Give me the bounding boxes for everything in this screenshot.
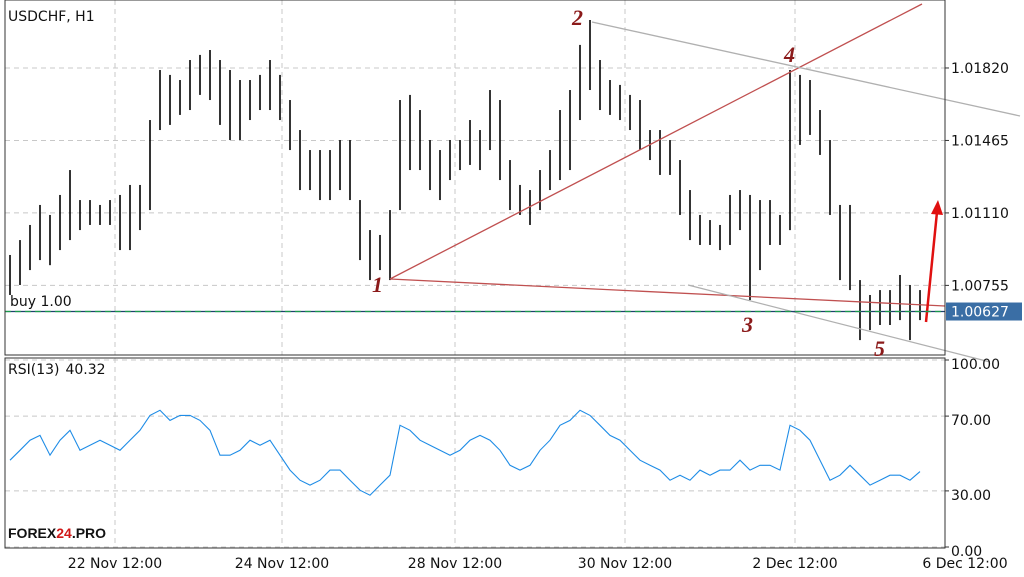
arrow — [924, 211, 939, 323]
rsi-line — [9, 409, 921, 496]
x-tick-label: 24 Nov 12:00 — [235, 556, 329, 572]
x-tick-label: 28 Nov 12:00 — [408, 556, 502, 572]
y-tick-label: 1.01820 — [951, 61, 1009, 77]
x-tick-label: 30 Nov 12:00 — [578, 556, 672, 572]
trend-line — [389, 278, 946, 307]
wave-label: 4 — [783, 42, 795, 67]
trend-line — [389, 3, 923, 280]
y-tick-label: 0.00 — [951, 544, 982, 560]
y-tick-label: 100.00 — [951, 357, 1000, 373]
price-tag-label: 1.00627 — [951, 305, 1009, 321]
watermark: FOREX24.PRO — [8, 525, 106, 541]
channel-line — [687, 284, 991, 363]
rsi-label: RSI(13) 40.32 — [8, 362, 106, 378]
x-tick-label: 22 Nov 12:00 — [68, 556, 162, 572]
y-tick-label: 30.00 — [951, 488, 991, 504]
channel-line — [591, 21, 1021, 117]
wave-label: 2 — [571, 5, 583, 30]
watermark-part: FOREX — [8, 525, 57, 541]
chart-title: USDCHF, H1 — [8, 9, 95, 25]
watermark-part: .PRO — [72, 525, 106, 541]
order-label: buy 1.00 — [10, 294, 72, 310]
arrow-head — [931, 200, 943, 215]
y-tick-label: 70.00 — [951, 413, 991, 429]
rsi-name: RSI(13) — [8, 362, 59, 378]
x-tick-label: 6 Dec 12:00 — [922, 556, 1007, 572]
y-tick-label: 1.00755 — [951, 278, 1009, 294]
y-tick-label: 1.01110 — [951, 206, 1009, 222]
wave-label: 5 — [874, 336, 885, 361]
x-tick-label: 2 Dec 12:00 — [752, 556, 837, 572]
price-tag — [946, 302, 1022, 321]
wave-label: 1 — [372, 272, 383, 297]
y-tick-label: 1.01465 — [951, 133, 1009, 149]
watermark-part: 24 — [56, 525, 72, 541]
price-panel-frame — [4, 0, 946, 356]
wave-label: 3 — [741, 312, 753, 337]
rsi-value: 40.32 — [65, 362, 105, 378]
